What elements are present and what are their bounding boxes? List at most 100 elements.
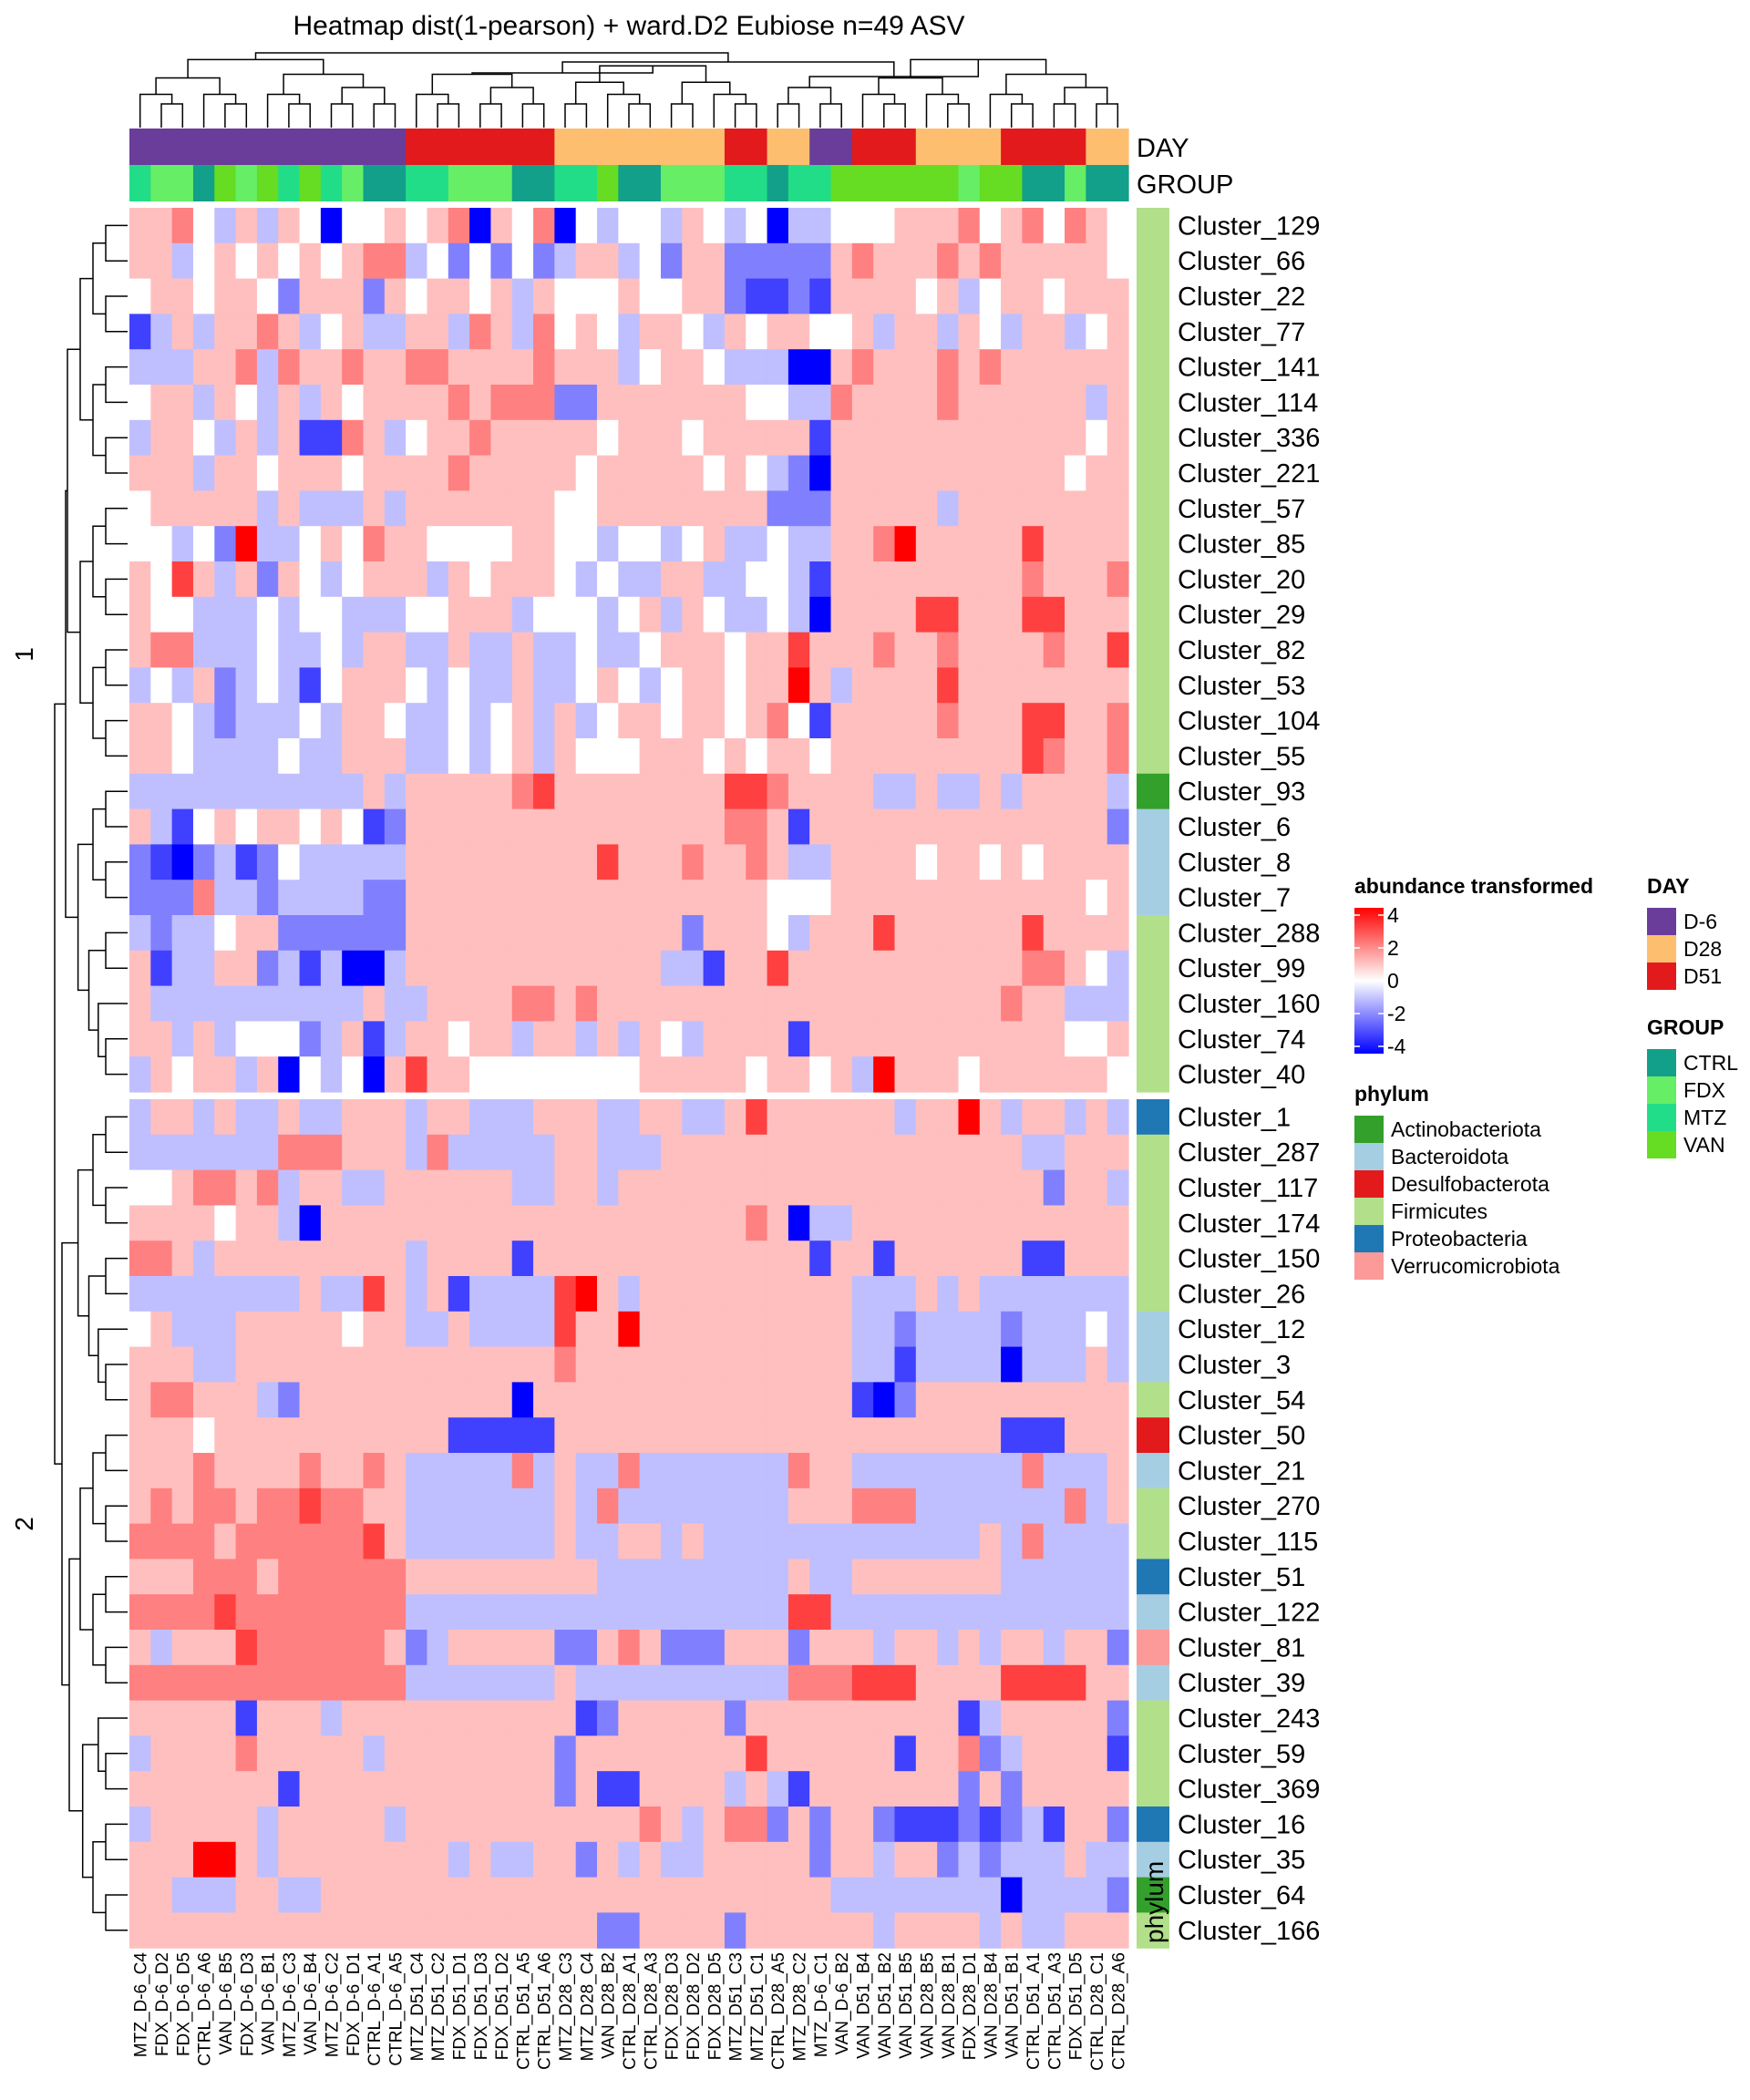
heatmap-cell [873,1021,896,1057]
heatmap-cell [342,1700,365,1736]
heatmap-cell [129,1877,151,1913]
heatmap-cell [469,1240,492,1277]
heatmap-cell [809,1346,832,1383]
heatmap-cell [597,1594,619,1631]
heatmap-cell [1065,455,1086,491]
heatmap-cell [958,1877,981,1913]
row-dendro-branch [92,808,106,880]
heatmap-cell [1107,419,1129,457]
heatmap-cell [809,1134,832,1171]
heatmap-cell [1001,526,1024,562]
heatmap-cell [830,1276,853,1312]
heatmap-cell [342,1417,365,1454]
heatmap-cell [639,915,662,952]
heatmap-cell [490,1700,513,1736]
heatmap-cell [533,314,555,350]
heatmap-cell [767,490,789,527]
heatmap-cell [406,1664,428,1702]
group-cell [511,165,534,201]
column-label: FDX_D28_D1 [961,1952,980,2060]
group-cell [448,165,470,201]
group-cell [1001,165,1024,201]
heatmap-cell [575,419,598,457]
heatmap-cell [575,915,598,952]
heatmap-cell [639,1346,662,1383]
heatmap-cell [746,632,768,668]
heatmap-cell [958,278,981,314]
heatmap-cell [384,596,407,633]
heatmap-cell [937,1841,960,1879]
heatmap-cell [639,773,662,810]
heatmap-cell [150,490,173,527]
heatmap-cell [1022,1311,1045,1348]
heatmap-cell [150,844,173,880]
heatmap-cell [214,844,237,880]
heatmap-cell [427,1417,449,1454]
heatmap-cell [533,1240,555,1277]
heatmap-cell [235,1735,258,1772]
heatmap-cell [746,1240,768,1277]
heatmap-cell [809,242,832,280]
heatmap-cell [214,1311,237,1348]
heatmap-cell [278,1311,301,1348]
heatmap-cell [192,1276,215,1312]
heatmap-cell [406,1841,428,1879]
heatmap-cell [575,1276,598,1312]
heatmap-cell [235,1594,258,1631]
row-dendro-branch [105,649,128,686]
heatmap-cell [1022,667,1045,704]
phylum-legend: phylumActinobacteriotaBacteroidotaDesulf… [1354,1082,1560,1280]
heatmap-cell [1086,632,1108,668]
heatmap-cell [278,632,301,668]
heatmap-cell [511,773,534,810]
row-label: Cluster_40 [1178,1061,1305,1090]
heatmap-cell [320,1912,343,1949]
heatmap-cell [129,844,151,880]
heatmap-cell [915,1664,938,1702]
day-cell [171,129,194,165]
row-dendro-branch [92,1593,106,1666]
heatmap-cell [129,561,151,598]
heatmap-cell [639,596,662,633]
heatmap-cell [809,1523,832,1560]
heatmap-cell [1022,1664,1045,1702]
heatmap-cell [703,1523,726,1560]
heatmap-cell [511,738,534,775]
heatmap-cell [703,1205,726,1241]
heatmap-cell [256,1559,279,1595]
heatmap-cell [427,1523,449,1560]
day-cell [1065,129,1086,165]
heatmap-cell [958,1735,981,1772]
phylum-cell [1137,1700,1169,1736]
day-cell [256,129,279,165]
heatmap-cell [192,596,215,633]
heatmap-cell [320,1523,343,1560]
row-dendro-branch [105,1364,128,1401]
heatmap-cell [703,561,726,598]
group-legend-swatch [1647,1049,1676,1076]
phylum-cell [1137,808,1169,845]
column-label: VAN_D51_B2 [876,1952,895,2059]
heatmap-cell [660,1056,683,1093]
heatmap-cell [171,526,194,562]
heatmap-cell [448,667,470,704]
heatmap-cell [214,1240,237,1277]
heatmap-cell [1022,1488,1045,1525]
heatmap-cell [937,1807,960,1843]
phylum-cell [1137,208,1169,244]
heatmap-cell [682,985,705,1022]
heatmap-cell [1001,278,1024,314]
column-label: CTRL_D28_A6 [1109,1952,1128,2070]
heatmap-cell [427,385,449,421]
heatmap-cell [511,667,534,704]
heatmap-cell [724,1021,746,1057]
heatmap-cell [873,1664,896,1702]
heatmap-cell [682,773,705,810]
heatmap-cell [448,314,470,350]
heatmap-cell [214,1594,237,1631]
heatmap-cell [724,1630,746,1666]
heatmap-cell [384,1664,407,1702]
heatmap-cell [490,490,513,527]
heatmap-cell [1022,314,1045,350]
heatmap-cell [299,950,322,987]
